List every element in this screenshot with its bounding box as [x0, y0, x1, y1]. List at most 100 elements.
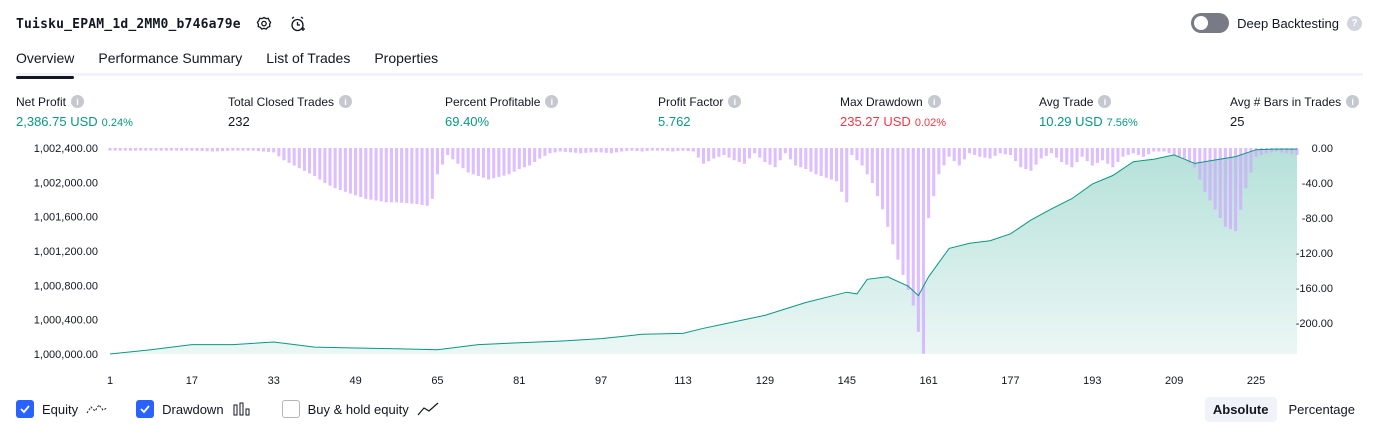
buy-hold-line-icon — [417, 402, 439, 416]
drawdown-bar — [916, 148, 920, 332]
metric-total-closed-trades: Total Closed Trades i 232 — [228, 94, 353, 129]
drawdown-bar — [277, 148, 281, 157]
drawdown-bar — [1075, 148, 1079, 163]
tab-properties[interactable]: Properties — [374, 50, 439, 66]
drawdown-bar — [1244, 148, 1248, 189]
drawdown-bar — [763, 148, 767, 163]
drawdown-bar — [308, 148, 312, 174]
drawdown-bar — [988, 148, 992, 159]
drawdown-bar — [174, 148, 179, 151]
left-axis-tick-label: 1,000,800.00 — [34, 280, 98, 292]
drawdown-bar — [1162, 148, 1166, 152]
drawdown-bar — [553, 148, 557, 153]
drawdown-bar — [497, 148, 501, 177]
drawdown-bar — [1290, 148, 1294, 155]
drawdown-bar — [1234, 148, 1238, 232]
x-axis-tick-label: 97 — [595, 375, 607, 387]
drawdown-bar — [487, 148, 491, 180]
help-icon[interactable]: ? — [1347, 15, 1362, 31]
check-icon — [20, 405, 30, 414]
x-axis-tick-label: 65 — [431, 375, 443, 387]
drawdown-bar — [1070, 148, 1074, 168]
drawdown-bar — [1177, 148, 1181, 157]
metric-label: Total Closed Trades — [228, 94, 335, 109]
drawdown-bar — [256, 148, 260, 152]
drawdown-bar — [666, 148, 670, 152]
drawdown-bar — [732, 148, 736, 161]
drawdown-bar — [185, 148, 189, 151]
drawdown-bar — [942, 148, 946, 166]
drawdown-bar — [159, 148, 163, 151]
left-axis-tick-label: 1,000,000.00 — [34, 349, 98, 361]
equity-line — [109, 148, 1297, 355]
tab-performance-summary[interactable]: Performance Summary — [98, 50, 243, 66]
drawdown-bar — [973, 148, 977, 155]
legend-buy-hold[interactable]: Buy & hold equity — [281, 400, 439, 418]
tab-list-of-trades[interactable]: List of Trades — [266, 50, 351, 66]
buy-hold-checkbox[interactable] — [281, 400, 300, 418]
drawdown-bar — [599, 148, 603, 153]
drawdown-bar — [1121, 148, 1125, 157]
strategy-title: Tuisku_EPAM_1d_2MM0_b746a79e — [16, 16, 241, 32]
drawdown-bar — [215, 148, 219, 152]
drawdown-bar — [338, 148, 342, 191]
info-icon[interactable]: i — [927, 95, 941, 108]
drawdown-bar — [236, 148, 240, 151]
drawdown-bar — [507, 148, 511, 175]
info-icon[interactable]: i — [1098, 95, 1112, 108]
left-axis-tick-label: 1,001,200.00 — [34, 246, 98, 258]
drawdown-bar — [333, 148, 337, 189]
info-icon[interactable]: i — [339, 95, 353, 108]
drawdown-bar — [829, 148, 833, 180]
metric-value: 69.40% — [445, 114, 490, 129]
drawdown-bar — [1101, 148, 1105, 161]
drawdown-bar — [1167, 148, 1171, 154]
alarm-clock-plus-icon[interactable] — [287, 13, 309, 35]
drawdown-bar — [400, 148, 404, 203]
drawdown-bar — [661, 148, 665, 151]
info-icon[interactable]: i — [71, 95, 85, 108]
absolute-button[interactable]: Absolute — [1204, 397, 1277, 422]
drawdown-bar — [855, 148, 859, 161]
info-icon[interactable]: i — [545, 95, 559, 108]
drawdown-bar — [819, 148, 823, 177]
drawdown-bar — [686, 148, 690, 152]
legend-label: Buy & hold equity — [307, 401, 409, 417]
x-axis-tick-label: 225 — [1247, 375, 1265, 387]
drawdown-bar — [415, 148, 419, 205]
legend-label: Drawdown — [162, 401, 224, 417]
x-axis-tick-label: 209 — [1165, 375, 1183, 387]
metric-label: Max Drawdown — [840, 94, 923, 109]
percentage-button[interactable]: Percentage — [1288, 402, 1356, 417]
drawdown-bar — [456, 148, 460, 164]
drawdown-bar — [814, 148, 818, 175]
drawdown-bar — [911, 148, 915, 306]
x-axis-tick-label: 193 — [1083, 375, 1101, 387]
equity-checkbox[interactable] — [16, 400, 34, 418]
drawdown-bar — [425, 148, 429, 206]
drawdown-bars-icon — [233, 402, 250, 416]
drawdown-bar — [374, 148, 378, 201]
drawdown-bar — [302, 148, 306, 171]
drawdown-bar — [297, 148, 301, 169]
drawdown-bar — [1085, 148, 1089, 162]
drawdown-checkbox[interactable] — [136, 400, 155, 418]
drawdown-bar — [696, 148, 700, 158]
drawdown-bar — [1080, 148, 1084, 157]
legend-equity[interactable]: Equity — [16, 400, 108, 418]
drawdown-bar — [1213, 148, 1217, 210]
info-icon[interactable]: i — [1346, 95, 1360, 108]
equity-drawdown-chart[interactable]: 1,002,400.00 1,002,000.00 1,001,600.00 1,00… — [0, 136, 1379, 392]
drawdown-bar — [881, 148, 885, 210]
drawdown-bar — [144, 148, 148, 151]
tab-overview[interactable]: Overview — [16, 44, 75, 79]
drawdown-bar — [226, 148, 230, 151]
info-icon[interactable]: i — [728, 95, 742, 108]
drawdown-bar — [783, 148, 787, 154]
drawdown-bar — [768, 148, 772, 165]
drawdown-bar — [962, 148, 966, 160]
legend-drawdown[interactable]: Drawdown — [136, 400, 253, 418]
drawdown-bar — [1044, 148, 1048, 156]
gear-icon[interactable] — [253, 13, 275, 35]
deep-backtesting-toggle[interactable] — [1191, 13, 1230, 33]
